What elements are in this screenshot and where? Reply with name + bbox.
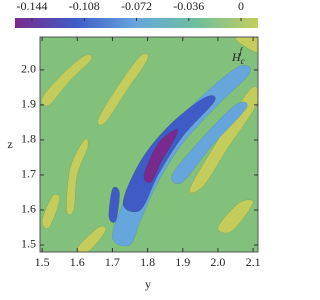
colorbar-tick-label: -0.036 bbox=[173, 0, 204, 13]
x-axis-label: y bbox=[145, 277, 151, 291]
y-tick-label: 1.7 bbox=[21, 167, 36, 181]
annotation-base: H bbox=[231, 50, 242, 64]
contour-region bbox=[217, 199, 254, 234]
annotation: Hcf bbox=[231, 46, 245, 66]
contour-region bbox=[143, 128, 178, 184]
contour-region bbox=[108, 186, 120, 223]
contour-region bbox=[41, 54, 93, 107]
contour-region bbox=[97, 53, 149, 126]
x-tick-label: 1.7 bbox=[105, 255, 120, 269]
colorbar-tick-label: -0.144 bbox=[17, 0, 48, 13]
x-tick-label: 1.9 bbox=[175, 255, 190, 269]
chart: y z Hcf -0.144 -0.108 -0.072 -0.036 0 1.5 1.6 1… bbox=[7, 0, 261, 291]
x-tick-label: 1.6 bbox=[70, 255, 85, 269]
x-tick-label: 1.5 bbox=[35, 255, 50, 269]
contour-region bbox=[41, 193, 60, 229]
colorbar bbox=[15, 18, 258, 28]
x-tick-label: 1.8 bbox=[140, 255, 155, 269]
colorbar-tick-label: -0.108 bbox=[69, 0, 100, 13]
contour-region bbox=[66, 138, 89, 216]
x-tick-label: 2.1 bbox=[246, 255, 261, 269]
contour-region bbox=[76, 225, 107, 252]
y-tick-label: 1.5 bbox=[21, 237, 36, 251]
y-tick-label: 2.0 bbox=[21, 62, 36, 76]
annotation-sup: f bbox=[240, 46, 244, 56]
contour-region bbox=[122, 95, 216, 213]
x-tick-label: 2.0 bbox=[210, 255, 225, 269]
contour-region bbox=[171, 101, 248, 185]
plot-frame bbox=[39, 36, 259, 253]
colorbar-tick-label: -0.072 bbox=[121, 0, 152, 13]
y-axis-label: z bbox=[7, 137, 12, 151]
colorbar-tick-label: 0 bbox=[238, 0, 244, 13]
y-tick-label: 1.9 bbox=[21, 97, 36, 111]
y-tick-label: 1.6 bbox=[21, 202, 36, 216]
annotation-sub: c bbox=[241, 56, 245, 66]
contour-region bbox=[235, 37, 258, 53]
y-tick-label: 1.8 bbox=[21, 132, 36, 146]
